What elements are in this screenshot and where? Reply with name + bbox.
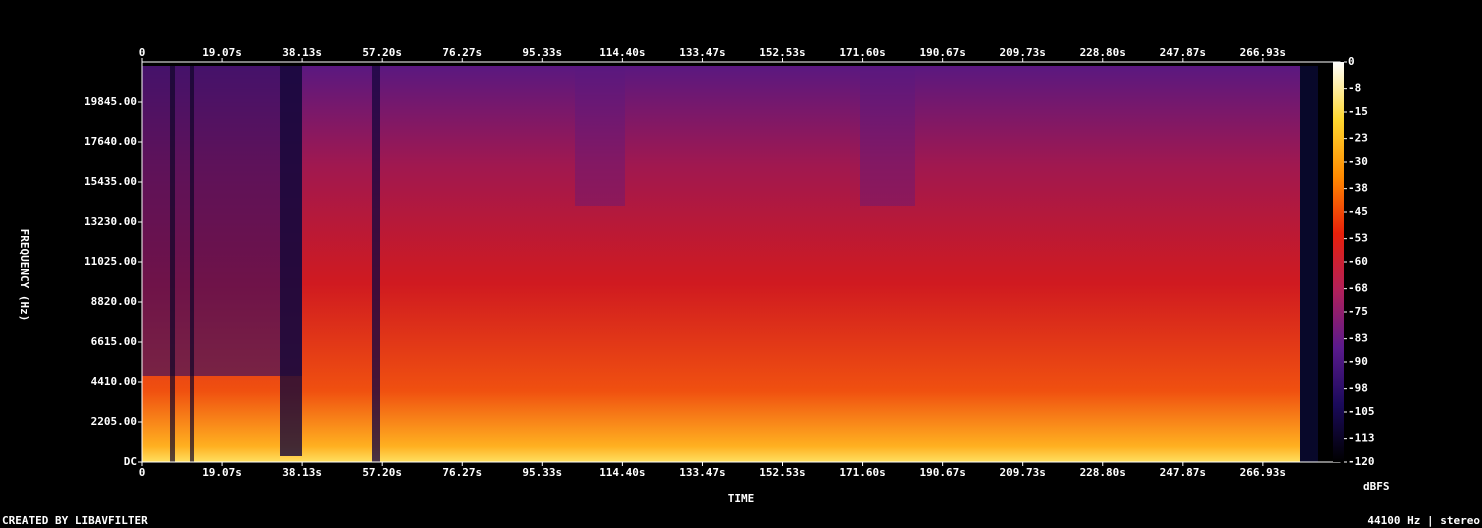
x-tick-label: 133.47s [679, 466, 725, 479]
colorbar-tick-label: -105 [1348, 405, 1375, 418]
y-tick-label: DC [124, 455, 137, 468]
footer-left: CREATED BY LIBAVFILTER [2, 514, 148, 527]
x-tick-label: 38.13s [282, 46, 322, 59]
x-tick-label: 133.47s [679, 46, 725, 59]
x-tick-label: 114.40s [599, 46, 645, 59]
x-tick-label: 114.40s [599, 466, 645, 479]
spectrogram-image [142, 62, 1340, 462]
colorbar-tick-label: -60 [1348, 255, 1368, 268]
y-tick-label: 6615.00 [91, 335, 137, 348]
x-tick-label: 190.67s [919, 46, 965, 59]
x-tick-label: 19.07s [202, 46, 242, 59]
y-axis-title: FREQUENCY (Hz) [18, 229, 31, 322]
y-tick-label: 2205.00 [91, 415, 137, 428]
colorbar-tick-label: -120 [1348, 455, 1375, 468]
x-tick-label: 266.93s [1240, 466, 1286, 479]
y-tick-label: 13230.00 [84, 215, 137, 228]
x-tick-label: 228.80s [1080, 466, 1126, 479]
colorbar-tick-label: -68 [1348, 282, 1368, 295]
y-tick-label: 19845.00 [84, 95, 137, 108]
colorbar-tick-label: 0 [1348, 55, 1355, 68]
x-tick-label: 76.27s [442, 46, 482, 59]
y-tick-label: 4410.00 [91, 375, 137, 388]
x-tick-label: 171.60s [839, 46, 885, 59]
colorbar-tick-label: -75 [1348, 305, 1368, 318]
colorbar-tick-label: -90 [1348, 355, 1368, 368]
x-tick-label: 76.27s [442, 466, 482, 479]
y-tick-label: 8820.00 [91, 295, 137, 308]
x-tick-label: 209.73s [999, 46, 1045, 59]
colorbar-tick-label: -53 [1348, 232, 1368, 245]
x-tick-label: 171.60s [839, 466, 885, 479]
colorbar-tick-label: -45 [1348, 205, 1368, 218]
x-tick-label: 152.53s [759, 46, 805, 59]
y-tick-label: 15435.00 [84, 175, 137, 188]
x-tick-label: 190.67s [919, 466, 965, 479]
colorbar-tick-label: -38 [1348, 182, 1368, 195]
colorbar-tick-label: -23 [1348, 132, 1368, 145]
colorbar-tick-label: -113 [1348, 432, 1375, 445]
colorbar-tick-label: -98 [1348, 382, 1368, 395]
footer-right: 44100 Hz | stereo [1367, 514, 1480, 527]
x-tick-label: 57.20s [362, 466, 402, 479]
x-tick-label: 247.87s [1160, 46, 1206, 59]
colorbar-tick-label: -8 [1348, 82, 1361, 95]
colorbar [1333, 62, 1344, 462]
x-tick-label: 152.53s [759, 466, 805, 479]
x-tick-label: 228.80s [1080, 46, 1126, 59]
x-tick-label: 0 [139, 46, 146, 59]
colorbar-tick-label: -15 [1348, 105, 1368, 118]
x-tick-label: 247.87s [1160, 466, 1206, 479]
y-tick-label: 11025.00 [84, 255, 137, 268]
x-tick-label: 38.13s [282, 466, 322, 479]
x-tick-label: 209.73s [999, 466, 1045, 479]
y-tick-label: 17640.00 [84, 135, 137, 148]
colorbar-tick-label: -83 [1348, 332, 1368, 345]
x-axis-title: TIME [728, 492, 755, 505]
x-tick-label: 57.20s [362, 46, 402, 59]
x-tick-label: 95.33s [522, 46, 562, 59]
colorbar-tick-label: -30 [1348, 155, 1368, 168]
x-tick-label: 95.33s [522, 466, 562, 479]
x-tick-label: 0 [139, 466, 146, 479]
colorbar-title: dBFS [1363, 480, 1390, 493]
x-tick-label: 266.93s [1240, 46, 1286, 59]
x-tick-label: 19.07s [202, 466, 242, 479]
